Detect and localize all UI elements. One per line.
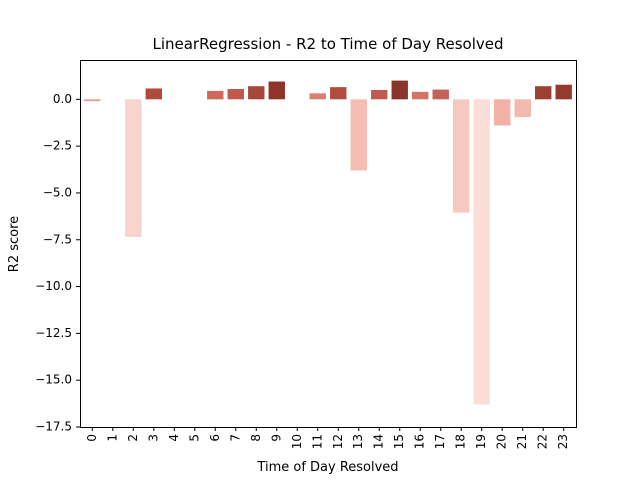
x-tick-label: 8 xyxy=(249,434,263,442)
x-tick-label: 4 xyxy=(167,434,181,442)
y-tick-label: −12.5 xyxy=(35,326,72,340)
x-tick-label: 23 xyxy=(556,434,570,449)
x-tick-label: 20 xyxy=(495,434,509,449)
bar-8 xyxy=(248,86,265,100)
y-axis-label: R2 score xyxy=(7,216,22,272)
bar-15 xyxy=(391,80,408,100)
chart-title: LinearRegression - R2 to Time of Day Res… xyxy=(152,35,503,53)
y-tick-label: −10.0 xyxy=(35,279,72,293)
bar-0 xyxy=(84,99,101,102)
x-tick-label: 5 xyxy=(187,434,201,442)
x-tick-label: 19 xyxy=(474,434,488,449)
bar-6 xyxy=(207,90,224,100)
bar-21 xyxy=(514,99,531,118)
bar-22 xyxy=(535,86,552,100)
y-tick-label: −2.5 xyxy=(43,139,72,153)
x-tick-label: 17 xyxy=(433,434,447,449)
x-tick-label: 7 xyxy=(228,434,242,442)
x-tick-label: 13 xyxy=(351,434,365,449)
bar-14 xyxy=(371,89,388,100)
x-tick-label: 11 xyxy=(310,434,324,449)
x-tick-label: 22 xyxy=(536,434,550,449)
x-axis: 0 1 2 3 4 5 6 7 8 9 10 11 12 13 14 15 16 17 18 19 20 21 22 23 xyxy=(85,427,570,449)
bar-18 xyxy=(453,99,470,213)
bar-9 xyxy=(268,81,285,100)
x-tick-label: 12 xyxy=(331,434,345,449)
bar-19 xyxy=(473,99,490,405)
bar-16 xyxy=(412,91,429,100)
x-tick-label: 15 xyxy=(392,434,406,449)
y-tick-label: −17.5 xyxy=(35,420,72,434)
bar-20 xyxy=(494,99,511,126)
bar-23 xyxy=(555,84,572,100)
y-tick-label: −7.5 xyxy=(43,232,72,246)
x-tick-label: 9 xyxy=(269,434,283,442)
bar-13 xyxy=(350,99,367,171)
bar-11 xyxy=(309,93,326,100)
x-axis-label: Time of Day Resolved xyxy=(256,460,398,475)
x-tick-label: 3 xyxy=(146,434,160,442)
x-tick-label: 18 xyxy=(454,434,468,449)
x-tick-label: 2 xyxy=(126,434,140,442)
y-axis: 0.0 −2.5 −5.0 −7.5 −10.0 −12.5 −15.0 −17.5 xyxy=(35,92,80,434)
x-tick-label: 6 xyxy=(208,434,222,442)
y-tick-label: 0.0 xyxy=(53,92,72,106)
bar-17 xyxy=(432,89,449,100)
x-tick-label: 16 xyxy=(413,434,427,449)
x-tick-label: 0 xyxy=(85,434,99,442)
bar-3 xyxy=(145,88,162,100)
x-tick-label: 1 xyxy=(105,434,119,442)
bar-7 xyxy=(227,89,244,100)
x-tick-label: 10 xyxy=(290,434,304,449)
bars-group xyxy=(84,80,572,405)
y-tick-label: −15.0 xyxy=(35,373,72,387)
plot-frame xyxy=(80,60,577,428)
y-tick-label: −5.0 xyxy=(43,185,72,199)
bar-2 xyxy=(125,99,142,237)
bar-12 xyxy=(330,87,347,100)
x-tick-label: 14 xyxy=(372,434,386,449)
x-tick-label: 21 xyxy=(515,434,529,449)
